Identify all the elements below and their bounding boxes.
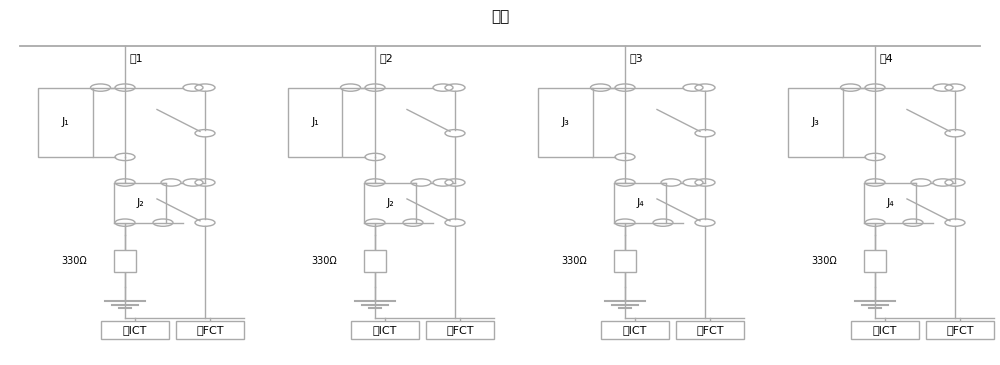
- Text: 接ICT: 接ICT: [873, 325, 897, 335]
- FancyBboxPatch shape: [851, 321, 919, 339]
- Text: J₃: J₃: [561, 117, 569, 127]
- Text: 针2: 针2: [380, 53, 394, 63]
- Text: 330Ω: 330Ω: [811, 256, 837, 266]
- FancyBboxPatch shape: [538, 88, 592, 157]
- Text: 针4: 针4: [880, 53, 894, 63]
- Text: 接ICT: 接ICT: [123, 325, 147, 335]
- FancyBboxPatch shape: [364, 250, 386, 272]
- Text: 接FCT: 接FCT: [196, 325, 224, 335]
- Text: 接FCT: 接FCT: [446, 325, 474, 335]
- FancyBboxPatch shape: [114, 182, 166, 223]
- FancyBboxPatch shape: [351, 321, 419, 339]
- Text: J₂: J₂: [136, 197, 144, 208]
- Text: J₁: J₁: [61, 117, 69, 127]
- Text: J₃: J₃: [811, 117, 819, 127]
- Text: J₁: J₁: [311, 117, 319, 127]
- FancyBboxPatch shape: [288, 88, 342, 157]
- FancyBboxPatch shape: [601, 321, 669, 339]
- Text: J₂: J₂: [386, 197, 394, 208]
- FancyBboxPatch shape: [38, 88, 92, 157]
- Text: 针3: 针3: [630, 53, 644, 63]
- FancyBboxPatch shape: [101, 321, 169, 339]
- FancyBboxPatch shape: [176, 321, 244, 339]
- Text: 接ICT: 接ICT: [373, 325, 397, 335]
- Text: 针床: 针床: [491, 9, 509, 24]
- FancyBboxPatch shape: [364, 182, 416, 223]
- Text: J₄: J₄: [636, 197, 644, 208]
- Text: J₄: J₄: [886, 197, 894, 208]
- FancyBboxPatch shape: [864, 250, 886, 272]
- FancyBboxPatch shape: [864, 182, 916, 223]
- Text: 针1: 针1: [130, 53, 144, 63]
- FancyBboxPatch shape: [788, 88, 842, 157]
- FancyBboxPatch shape: [676, 321, 744, 339]
- Text: 330Ω: 330Ω: [311, 256, 337, 266]
- Text: 接FCT: 接FCT: [696, 325, 724, 335]
- FancyBboxPatch shape: [114, 250, 136, 272]
- Text: 接ICT: 接ICT: [623, 325, 647, 335]
- FancyBboxPatch shape: [614, 182, 666, 223]
- FancyBboxPatch shape: [426, 321, 494, 339]
- FancyBboxPatch shape: [926, 321, 994, 339]
- FancyBboxPatch shape: [614, 250, 636, 272]
- Text: 330Ω: 330Ω: [561, 256, 587, 266]
- Text: 330Ω: 330Ω: [61, 256, 87, 266]
- Text: 接FCT: 接FCT: [946, 325, 974, 335]
